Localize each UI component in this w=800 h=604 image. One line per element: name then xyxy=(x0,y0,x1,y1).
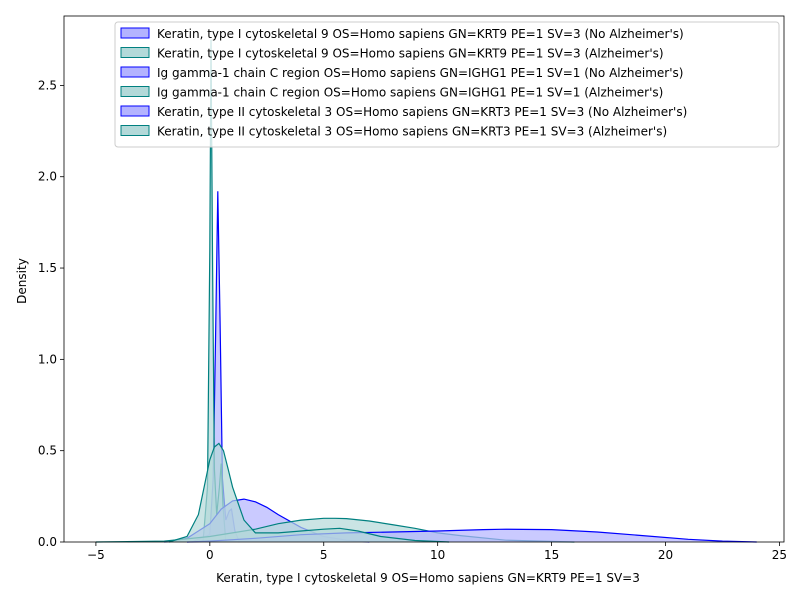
x-tick-label: 15 xyxy=(544,548,559,562)
legend-swatch xyxy=(120,86,150,97)
x-tick-label: 0 xyxy=(206,548,214,562)
y-tick-label: 2.0 xyxy=(38,170,57,184)
y-tick-label: 0.0 xyxy=(38,535,57,549)
legend-label: Keratin, type II cytoskeletal 3 OS=Homo … xyxy=(157,105,687,119)
x-tick-label: 5 xyxy=(320,548,328,562)
legend-swatch xyxy=(120,105,150,117)
x-tick-label: −5 xyxy=(87,548,105,562)
y-tick-label: 1.0 xyxy=(38,352,57,366)
legend-label: Ig gamma-1 chain C region OS=Homo sapien… xyxy=(157,66,683,80)
x-axis-label: Keratin, type I cytoskeletal 9 OS=Homo s… xyxy=(216,571,640,585)
legend-swatch xyxy=(120,66,150,78)
legend-label: Keratin, type I cytoskeletal 9 OS=Homo s… xyxy=(157,47,664,61)
legend-swatch xyxy=(120,47,150,58)
legend: Keratin, type I cytoskeletal 9 OS=Homo s… xyxy=(114,21,780,148)
legend-swatch xyxy=(120,27,150,39)
legend-label: Ig gamma-1 chain C region OS=Homo sapien… xyxy=(157,86,663,100)
axes-frame xyxy=(63,15,785,543)
legend-swatch xyxy=(120,125,150,136)
legend-label: Keratin, type II cytoskeletal 3 OS=Homo … xyxy=(157,125,667,139)
x-tick-label: 20 xyxy=(658,548,673,562)
x-tick-label: 10 xyxy=(430,548,445,562)
y-axis-label: Density xyxy=(15,258,29,304)
legend-box xyxy=(114,21,780,148)
series-line-5 xyxy=(168,442,450,543)
plot-area xyxy=(95,39,757,543)
series-area-5 xyxy=(168,443,450,542)
y-tick-label: 0.5 xyxy=(38,444,57,458)
legend-label: Keratin, type I cytoskeletal 9 OS=Homo s… xyxy=(157,27,684,41)
y-tick-label: 1.5 xyxy=(38,261,57,275)
x-tick-label: 25 xyxy=(772,548,787,562)
axes: −5 0 5 10 15 20 25 0.0 0.5 1.0 1.5 2.0 2.5 xyxy=(38,15,787,562)
y-tick-label: 2.5 xyxy=(38,78,57,92)
